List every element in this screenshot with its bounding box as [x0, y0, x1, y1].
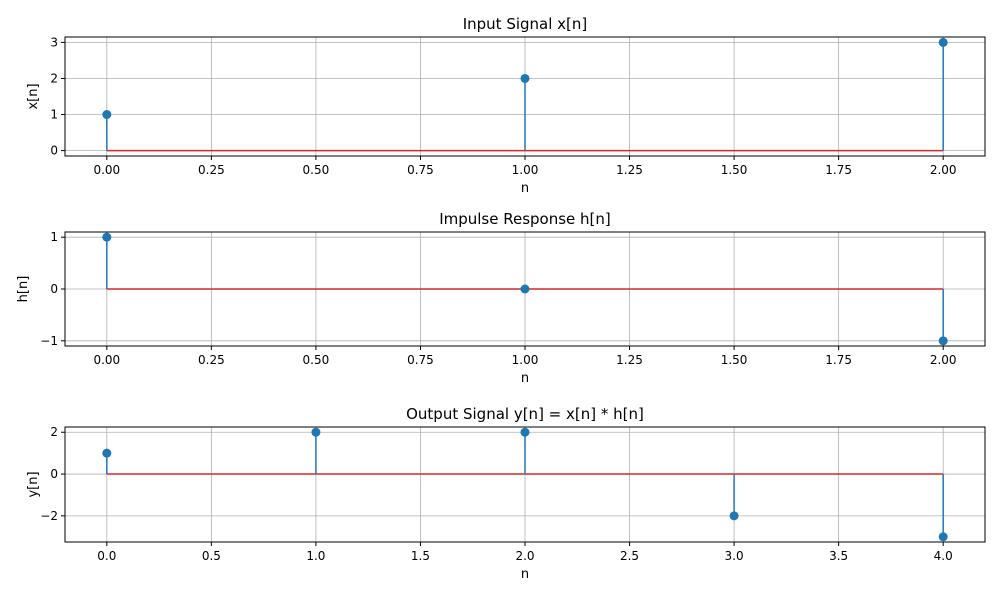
x-tick-label: 2.0 — [515, 549, 534, 563]
chart-title: Output Signal y[n] = x[n] * h[n] — [406, 405, 644, 423]
chart-title: Input Signal x[n] — [463, 15, 588, 33]
y-axis-label: y[n] — [26, 471, 41, 497]
x-tick-label: 1.50 — [721, 163, 748, 177]
x-tick-label: 1.50 — [721, 353, 748, 367]
y-tick-label: 0 — [50, 467, 58, 481]
chart-title: Impulse Response h[n] — [439, 210, 611, 228]
x-tick-label: 4.0 — [934, 549, 953, 563]
stem-marker — [311, 427, 321, 437]
x-axis-label: n — [521, 371, 529, 386]
x-tick-label: 1.0 — [306, 549, 325, 563]
x-tick-label: 1.5 — [411, 549, 430, 563]
y-tick-label: 1 — [50, 108, 58, 122]
stem-marker — [520, 284, 530, 294]
stem-marker — [938, 336, 948, 346]
subplot-2: 0.00 0.25 0.50 0.75 1.00 1.25 1.50 1.75 2.00 −1 0 1… — [16, 210, 986, 386]
stem-marker — [729, 511, 739, 521]
y-tick-label: 0 — [50, 144, 58, 158]
x-tick-label: 0.0 — [97, 549, 116, 563]
x-axis-label: n — [521, 567, 529, 582]
x-tick-label: 1.75 — [825, 163, 852, 177]
x-tick-label: 0.75 — [407, 163, 434, 177]
stem-marker — [102, 448, 112, 458]
y-tick-label: 2 — [50, 425, 58, 439]
x-tick-label: 0.75 — [407, 353, 434, 367]
x-tick-label: 3.0 — [725, 549, 744, 563]
y-axis-label: x[n] — [26, 83, 41, 109]
y-tick-label: 2 — [50, 71, 58, 85]
stem-marker — [520, 427, 530, 437]
x-tick-label: 2.00 — [930, 163, 957, 177]
y-tick-label: 0 — [50, 282, 58, 296]
subplot-3: 0.0 0.5 1.0 1.5 2.0 2.5 3.0 3.5 4.0 −2 0 2 Output Si… — [26, 405, 986, 582]
x-tick-label: 1.00 — [512, 353, 539, 367]
subplot-1: 0.00 0.25 0.50 0.75 1.00 1.25 1.50 1.75 2.00 0 1 2 3… — [26, 15, 986, 196]
stem-marker — [520, 73, 530, 83]
x-axis-label: n — [521, 181, 529, 196]
x-tick-label: 1.25 — [616, 353, 643, 367]
x-tick-label: 2.00 — [930, 353, 957, 367]
x-tick-label: 3.5 — [829, 549, 848, 563]
y-tick-label: 3 — [50, 35, 58, 49]
y-tick-label: −2 — [40, 509, 58, 523]
x-tick-label: 0.5 — [202, 549, 221, 563]
y-axis-label: h[n] — [16, 276, 31, 303]
x-tick-label: 0.25 — [198, 353, 225, 367]
x-tick-label: 1.25 — [616, 163, 643, 177]
stem-marker — [102, 110, 112, 120]
stem-marker — [938, 532, 948, 542]
stem-marker — [102, 232, 112, 242]
x-tick-label: 2.5 — [620, 549, 639, 563]
x-tick-label: 0.00 — [93, 163, 120, 177]
x-tick-label: 0.00 — [93, 353, 120, 367]
x-tick-label: 1.00 — [512, 163, 539, 177]
x-tick-label: 1.75 — [825, 353, 852, 367]
y-tick-label: −1 — [40, 334, 58, 348]
y-tick-label: 1 — [50, 230, 58, 244]
x-tick-label: 0.50 — [303, 353, 330, 367]
x-tick-label: 0.25 — [198, 163, 225, 177]
stem-marker — [938, 37, 948, 47]
x-tick-label: 0.50 — [303, 163, 330, 177]
